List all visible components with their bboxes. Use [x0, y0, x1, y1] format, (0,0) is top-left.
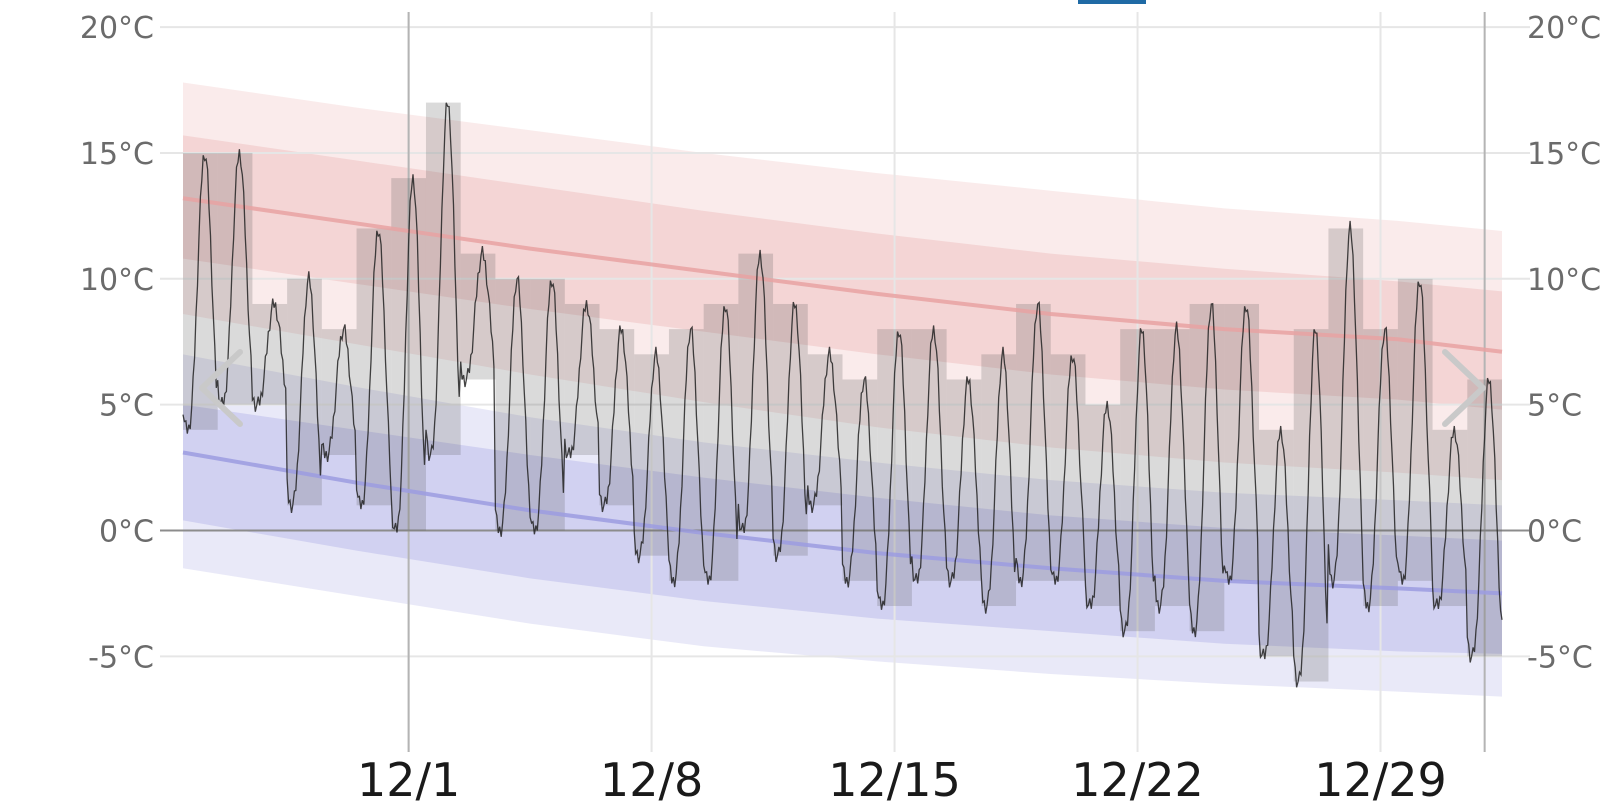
- x-tick-4: 12/29: [1314, 753, 1447, 805]
- y-tick-right-2: 10°C: [1527, 263, 1601, 298]
- y-tick-right-1: 15°C: [1527, 137, 1601, 172]
- next-week-button[interactable]: [1430, 330, 1500, 430]
- y-tick-left-1: 15°C: [80, 137, 154, 172]
- average-lines: [182, 196, 1503, 596]
- x-tick-3: 12/22: [1071, 753, 1204, 805]
- prev-week-button[interactable]: [185, 330, 255, 430]
- y-tick-left-0: 20°C: [80, 11, 154, 46]
- y-tick-right-5: -5°C: [1527, 640, 1593, 675]
- y-tick-right-0: 20°C: [1527, 11, 1601, 46]
- y-tick-right-4: 0°C: [1527, 515, 1582, 550]
- y-tick-left-5: -5°C: [88, 640, 154, 675]
- avg_high-line: [182, 196, 1503, 354]
- avg_low-band-outer: [183, 354, 1502, 697]
- y-tick-left-2: 10°C: [80, 263, 154, 298]
- top-tab-indicator: [1078, 0, 1146, 4]
- x-tick-1: 12/8: [600, 753, 703, 805]
- y-tick-left-3: 5°C: [99, 389, 154, 424]
- chevron-right-icon: [1442, 349, 1486, 427]
- x-axis: 12/1 12/8 12/15 12/22 12/29: [357, 753, 1447, 805]
- chevron-left-icon: [199, 349, 243, 427]
- y-axis-right: 20°C 15°C 10°C 5°C 0°C -5°C: [1527, 11, 1601, 675]
- hourly-trace: [182, 102, 1503, 688]
- hourly-trace-line: [182, 102, 1503, 688]
- y-tick-right-3: 5°C: [1527, 389, 1582, 424]
- avg_low-line: [182, 450, 1503, 596]
- y-tick-left-4: 0°C: [99, 515, 154, 550]
- y-axis-left: 20°C 15°C 10°C 5°C 0°C -5°C: [80, 11, 154, 675]
- avg_high-band-inner: [183, 135, 1502, 410]
- x-tick-2: 12/15: [828, 753, 961, 805]
- x-tick-0: 12/1: [357, 753, 460, 805]
